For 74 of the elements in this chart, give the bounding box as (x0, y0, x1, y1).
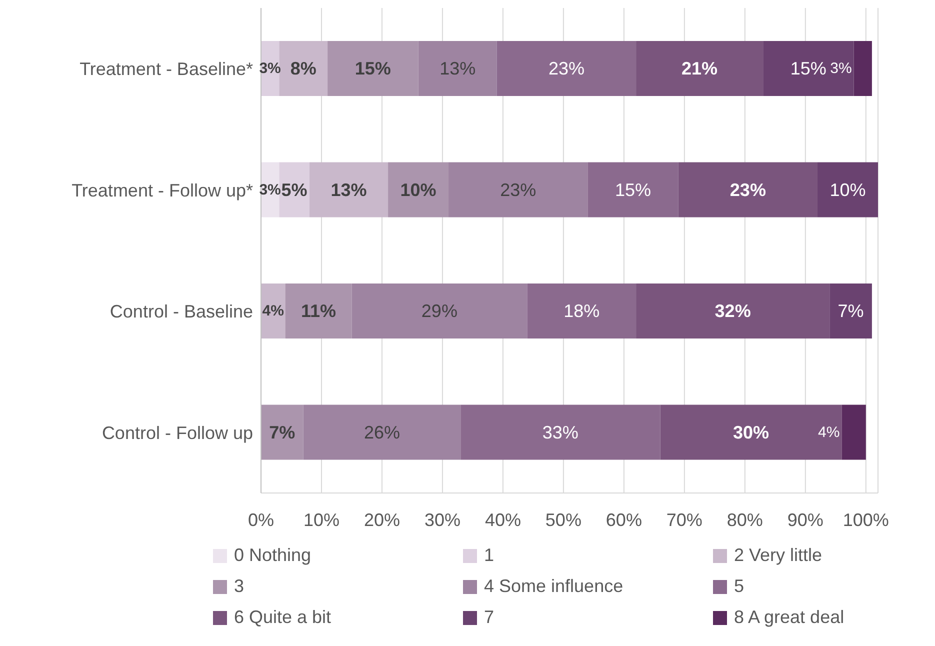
x-tick-label: 10% (303, 510, 340, 530)
x-tick-label: 80% (726, 510, 763, 530)
data-label: 15% (354, 58, 391, 78)
y-tick-label: Control - Baseline (110, 302, 253, 322)
data-label: 7% (838, 301, 864, 321)
legend-label: 0 Nothing (234, 545, 312, 566)
x-tick-label: 40% (484, 510, 521, 530)
legend-label: 3 (234, 576, 244, 597)
bar (496, 41, 636, 96)
data-label: 10% (400, 180, 436, 200)
legend-label: 1 (484, 545, 494, 566)
data-label: 15% (615, 180, 652, 200)
bar (527, 284, 636, 338)
data-label: 7% (269, 422, 296, 442)
bar (660, 404, 842, 460)
data-label: 23% (548, 58, 584, 78)
bar (303, 404, 461, 460)
data-label: 3% (830, 60, 852, 77)
data-label: 23% (500, 180, 536, 200)
legend-label: 8 A great deal (734, 607, 844, 628)
bar (830, 284, 872, 338)
y-tick-label: Treatment - Follow up* (72, 180, 253, 200)
data-label: 30% (732, 422, 769, 442)
data-label: 3% (259, 60, 281, 77)
legend-label: 4 Some influence (484, 576, 624, 597)
x-tick-label: 60% (606, 510, 642, 530)
bar (261, 404, 304, 460)
bar (388, 162, 449, 218)
data-label: 18% (564, 301, 600, 321)
x-tick-label: 50% (545, 510, 582, 530)
data-label: 29% (421, 301, 458, 321)
bar (588, 162, 678, 218)
x-tick-label: 0% (248, 510, 274, 530)
bar (818, 162, 878, 218)
bar (352, 284, 528, 338)
data-label: 13% (440, 58, 476, 78)
data-label: 23% (730, 180, 766, 200)
y-tick-label: Control - Follow up (102, 422, 253, 443)
bar (418, 41, 497, 96)
data-label: 32% (714, 301, 751, 321)
x-tick-label: 20% (364, 510, 400, 530)
data-label: 8% (290, 58, 316, 78)
bar (763, 41, 854, 96)
x-tick-label: 30% (424, 510, 460, 530)
data-label: 26% (364, 422, 400, 442)
data-label: 4% (818, 424, 840, 441)
data-label: 5% (281, 180, 308, 200)
bar (460, 404, 660, 460)
x-tick-label: 70% (666, 510, 702, 530)
bar (328, 41, 418, 96)
data-label: 10% (830, 180, 866, 200)
bar (636, 284, 830, 338)
y-tick-label: Treatment - Baseline* (80, 59, 253, 80)
data-label: 3% (259, 181, 281, 198)
legend-label: 5 (734, 576, 744, 597)
data-label: 11% (300, 301, 336, 321)
legend-label: 2 Very little (734, 545, 822, 566)
data-label: 13% (330, 180, 367, 200)
bar (309, 162, 388, 218)
data-label: 15% (790, 58, 826, 78)
bar (678, 162, 818, 218)
bar (854, 41, 872, 96)
bar (279, 41, 328, 96)
bar (842, 404, 866, 460)
data-label: 33% (542, 422, 578, 442)
x-tick-label: 90% (787, 510, 824, 530)
bar (636, 41, 764, 96)
bar (285, 284, 352, 338)
legend-label: 7 (484, 607, 494, 628)
data-label: 21% (682, 58, 718, 78)
bar (448, 162, 588, 218)
x-tick-label: 100% (842, 510, 889, 530)
data-label: 4% (262, 302, 284, 320)
legend-label: 6 Quite a bit (234, 607, 332, 628)
